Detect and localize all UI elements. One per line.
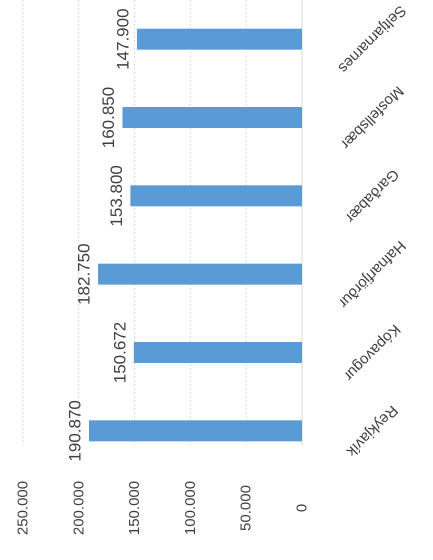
bar bbox=[88, 420, 303, 442]
data-label: 190.870 bbox=[65, 400, 84, 461]
tick-label: 250.000 bbox=[15, 481, 32, 535]
data-label: 150.672 bbox=[110, 322, 129, 383]
tick-label: 200.000 bbox=[70, 481, 87, 535]
bar bbox=[136, 28, 302, 50]
tick-label: 0 bbox=[294, 504, 311, 512]
tick-label: 150.000 bbox=[126, 481, 143, 535]
category-label: Mosfellsbær bbox=[337, 83, 407, 153]
data-label: 182.750 bbox=[75, 243, 94, 304]
data-label: 147.900 bbox=[113, 8, 132, 69]
data-label: 153.800 bbox=[107, 165, 126, 226]
category-label: Reykjavík bbox=[343, 402, 401, 460]
category-label: Hafnarfjörður bbox=[335, 237, 409, 311]
tick-label: 50.000 bbox=[238, 485, 255, 531]
bar bbox=[122, 107, 303, 128]
bar bbox=[133, 342, 302, 363]
category-label: Seltjarnarnes bbox=[335, 2, 410, 77]
bar bbox=[98, 263, 303, 285]
tick-label: 100.000 bbox=[182, 481, 199, 535]
category-label: Garðabær bbox=[342, 166, 402, 226]
data-label: 160.850 bbox=[99, 87, 118, 148]
category-label: Kópavogur bbox=[340, 321, 403, 384]
bar bbox=[130, 185, 302, 207]
